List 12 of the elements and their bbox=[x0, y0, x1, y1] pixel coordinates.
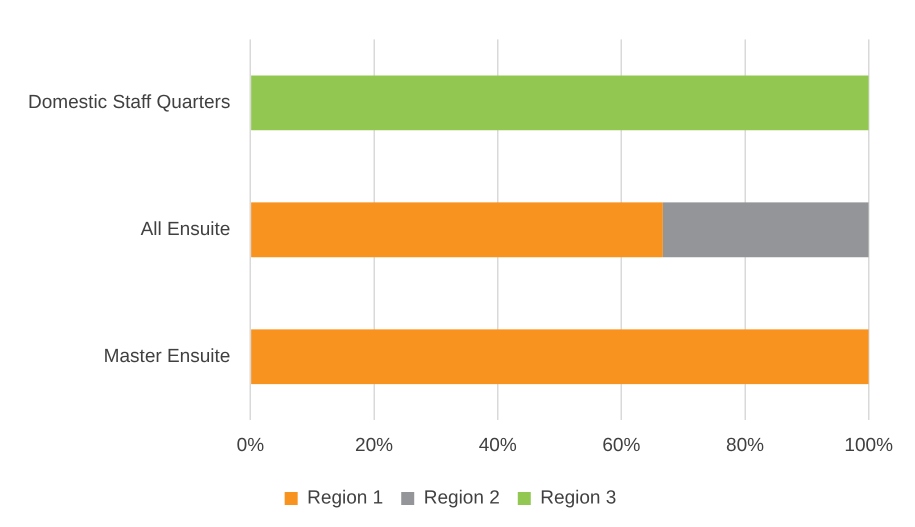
x-tick-label: 60% bbox=[602, 434, 640, 456]
y-tick-label: All Ensuite bbox=[140, 219, 230, 240]
y-tick-label: Master Ensuite bbox=[104, 346, 230, 367]
x-tick-label: 0% bbox=[236, 434, 264, 456]
legend-label: Region 1 bbox=[307, 488, 384, 509]
x-tick-label: 20% bbox=[355, 434, 394, 456]
legend-label: Region 2 bbox=[424, 488, 500, 509]
x-tick-label: 40% bbox=[478, 434, 517, 456]
y-tick-label: Domestic Staff Quarters bbox=[28, 92, 230, 114]
x-tick-label: 80% bbox=[726, 434, 764, 456]
legend-label: Region 3 bbox=[540, 488, 616, 509]
x-tick-label: 100% bbox=[844, 434, 894, 456]
